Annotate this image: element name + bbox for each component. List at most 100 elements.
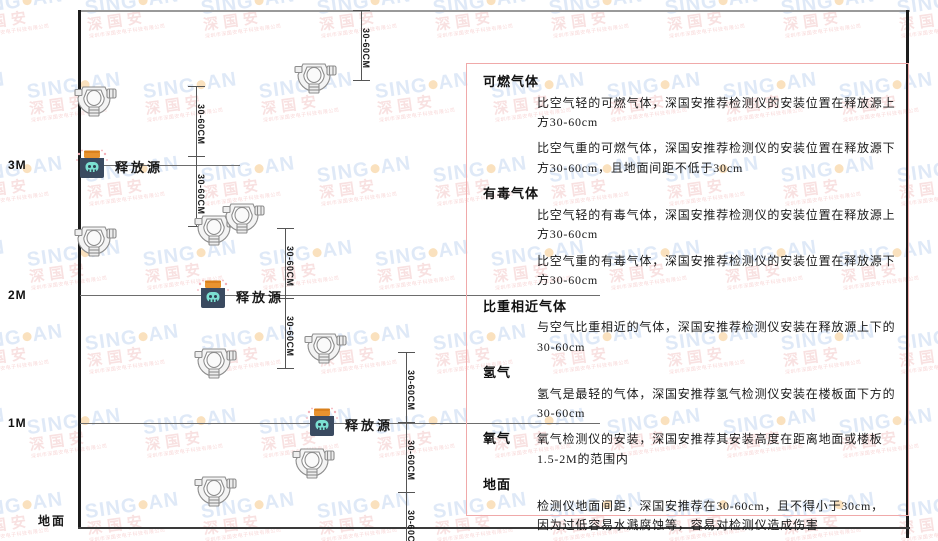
watermark-dot-icon (601, 0, 613, 6)
watermark-dot-icon (717, 0, 729, 6)
level-label-2m: 2M (8, 288, 27, 302)
release-source-label: 释放源 (345, 418, 394, 433)
dimension-label: 30-60CM (285, 316, 295, 357)
dimension-tick (277, 228, 294, 229)
dimension-tick (353, 10, 370, 11)
watermark-dot-icon (311, 247, 323, 258)
watermark-dot-icon (427, 79, 439, 90)
gas-detector-icon (190, 340, 242, 382)
watermark-cn: 深国安 (898, 8, 938, 35)
panel-section: 氧气 氧气检测仪的安装，深国安推荐其安装高度在距离地面或楼板1.5-2M的范围内 (479, 430, 896, 469)
gas-release-source-icon (305, 407, 339, 437)
gas-detector-icon (300, 325, 352, 367)
watermark-dot-icon (79, 415, 91, 426)
watermark-cn: 深国安 (318, 8, 381, 35)
watermark-sub: 深圳市深国安电子科技有限公司 (262, 106, 340, 124)
panel-section: 地面检测仪地面间距，深国安推荐在30-60cm，且不得小于30cm，因为过低容易… (479, 476, 896, 535)
watermark-sub: 深圳市深国安电子科技有限公司 (0, 438, 32, 459)
watermark-cn: 深国安 (0, 254, 32, 287)
gas-detector-icon (70, 78, 122, 120)
ground-label: 地面 (38, 514, 67, 528)
watermark-cn: 深国安 (144, 428, 207, 455)
watermark-dot-icon (21, 331, 33, 342)
panel-section: 氢气氢气是最轻的气体，深国安推荐氢气检测仪安装在楼板面下方的30-60cm (479, 364, 896, 423)
watermark-sub: 深圳市深国安电子科技有限公司 (0, 358, 50, 376)
panel-section-heading: 氢气 (483, 365, 512, 381)
watermark-dot-icon (369, 0, 381, 6)
panel-section: 有毒气体 比空气轻的有毒气体，深国安推荐检测仪的安装位置在释放源上方30-60cm… (479, 185, 896, 290)
level-line-1m (80, 423, 600, 424)
watermark-dot-icon (833, 0, 845, 6)
panel-section-paragraph: 与空气比重相近的气体，深国安推荐检测仪安装在释放源上下的30-60cm (537, 320, 896, 354)
panel-section-paragraph: 比空气轻的可燃气体，深国安推荐检测仪的安装位置在释放源上方30-60cm (537, 95, 896, 129)
dimension-label: 30-60CM (406, 370, 416, 411)
panel-section-paragraph: 氢气是最轻的气体，深国安推荐氢气检测仪安装在楼板面下方的30-60cm (537, 386, 896, 420)
watermark-dot-icon (369, 163, 381, 174)
watermark-cn: 深国安 (0, 8, 33, 35)
watermark-sub: 深圳市深国安电子科技有限公司 (204, 22, 282, 40)
watermark-cn: 深国安 (782, 8, 845, 35)
watermark-sub: 深圳市深国安电子科技有限公司 (900, 526, 938, 541)
level-label-3m: 3M (8, 158, 27, 172)
panel-section-heading: 地面 (483, 477, 512, 493)
watermark-sub: 深圳市深国安电子科技有限公司 (146, 442, 224, 460)
watermark-dot-icon (195, 247, 207, 258)
dimension-tick (398, 352, 415, 353)
dimension-label: 30-60CM (196, 104, 206, 145)
watermark-sub: 深圳市深国安电子科技有限公司 (784, 22, 862, 40)
watermark-dot-icon (369, 499, 381, 510)
watermark-cn: 深国安 (86, 8, 149, 35)
gas-release-source-icon (196, 279, 230, 309)
watermark-sub: 深圳市深国安电子科技有限公司 (320, 190, 398, 208)
watermark-dot-icon (253, 0, 265, 6)
dimension-line (406, 352, 407, 541)
watermark-dot-icon (485, 0, 497, 6)
gas-detector-icon (70, 218, 122, 260)
watermark-dot-icon (369, 331, 381, 342)
panel-section-heading: 可燃气体 (483, 74, 540, 89)
dimension-tick (398, 492, 415, 493)
panel-section-heading: 氧气 (483, 431, 512, 447)
watermark-sub: 深圳市深国安电子科技有限公司 (668, 22, 746, 40)
watermark-dot-icon (137, 0, 149, 6)
watermark-dot-icon (253, 331, 265, 342)
gas-detector-icon (290, 55, 342, 97)
watermark-sub: 深圳市深国安电子科技有限公司 (204, 526, 282, 541)
dimension-stack: 30-60CM (353, 10, 377, 81)
watermark-sub: 深圳市深国安电子科技有限公司 (0, 102, 32, 123)
dimension-stack: 30-60CM 30-60CM 30-60CM (398, 352, 422, 541)
dimension-tick (188, 226, 205, 227)
panel-section-heading: 有毒气体 (483, 186, 540, 202)
panel-section-paragraph: 检测仪地面间距，深国安推荐在30-60cm，且不得小于30cm，因为过低容易水溅… (537, 498, 884, 533)
dimension-tick (353, 80, 370, 81)
level-label-1m: 1M (8, 416, 27, 430)
watermark-dot-icon (427, 415, 439, 426)
watermark-cn: 深国安 (666, 8, 729, 35)
dimension-stack: 30-60CM 30-60CM (188, 86, 212, 227)
panel-section: 可燃气体比空气轻的可燃气体，深国安推荐检测仪的安装位置在释放源上方30-60cm… (479, 73, 896, 178)
